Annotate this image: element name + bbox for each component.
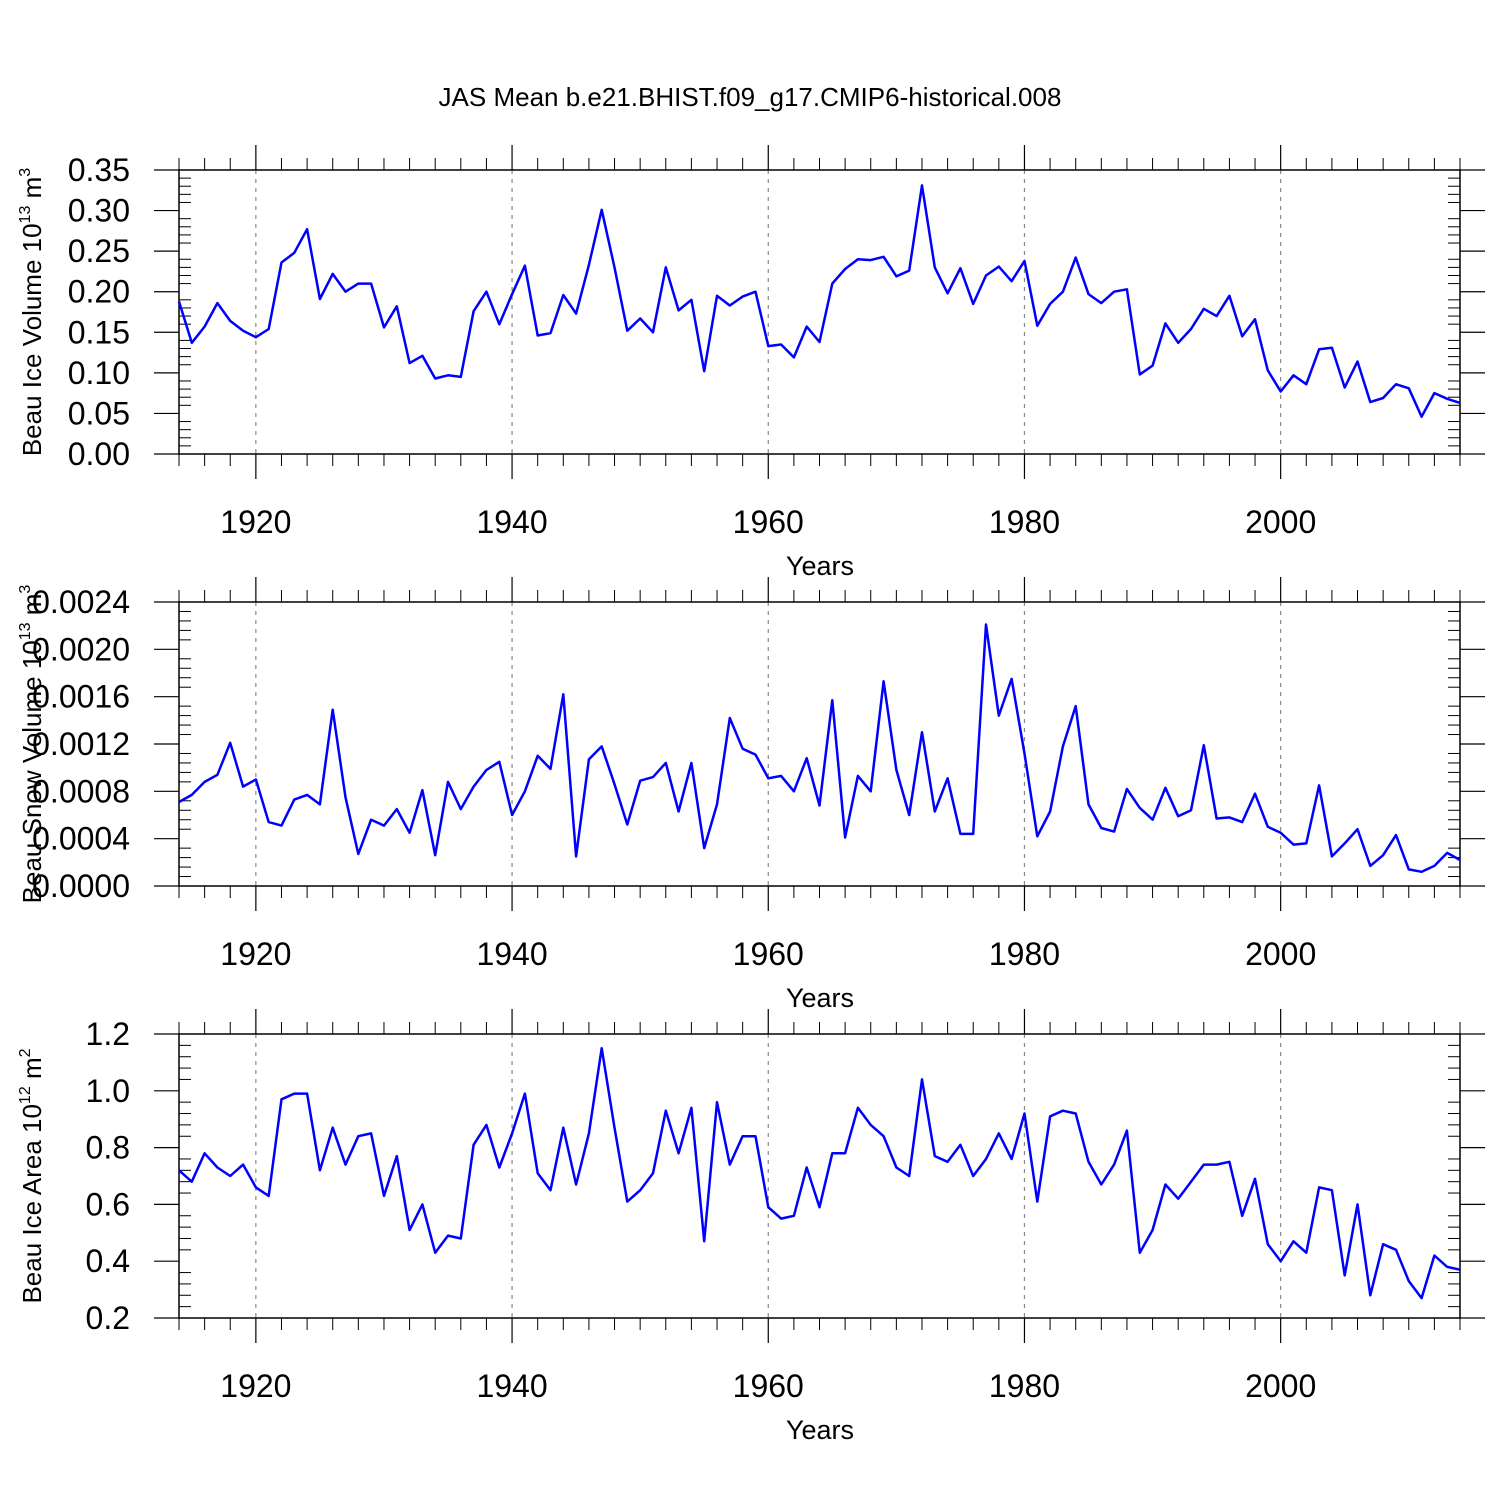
y-tick-label: 0.35 [68,152,130,188]
x-tick-label-2000: 2000 [1245,504,1316,540]
x-tick-label-2000: 2000 [1245,936,1316,972]
plot-frame [178,169,1461,455]
y-tick-label: 0.0012 [32,726,130,762]
x-axis-label: Years [786,1415,854,1445]
x-tick-label-2000: 2000 [1245,1368,1316,1404]
y-tick-label: 0.0020 [32,631,130,667]
plot-frame [178,601,1461,887]
y-tick-label: 0.0008 [32,773,130,809]
y-tick-label: 0.0000 [32,868,130,904]
y-tick-label: 0.20 [68,274,130,310]
x-tick-label-1920: 1920 [220,504,291,540]
plot-frame [178,1033,1461,1319]
x-axis-label: Years [786,983,854,1013]
x-tick-label-1960: 1960 [733,936,804,972]
y-tick-label: 0.6 [86,1186,130,1222]
y-tick-label: 0.15 [68,314,130,350]
y-tick-label: 0.0024 [32,584,130,620]
x-tick-label-1980: 1980 [989,1368,1060,1404]
figure-title: JAS Mean b.e21.BHIST.f09_g17.CMIP6-histo… [439,82,1062,112]
y-axis-label: Beau Ice Area 1012 m2 [17,1048,47,1303]
y-tick-label: 0.8 [86,1130,130,1166]
x-tick-label-1980: 1980 [989,936,1060,972]
y-tick-label: 0.30 [68,193,130,229]
series-line [178,623,1461,874]
x-tick-label-1980: 1980 [989,504,1060,540]
chart-panel-3: 1920 1940 1960 1980 2000 0.2 0.4 0.6 0.8 1.0 1.2 Ye… [17,1009,1485,1445]
y-tick-label: 0.00 [68,436,130,472]
series-line [177,184,1461,418]
y-tick-label: 0.05 [68,395,130,431]
x-tick-label-1920: 1920 [220,1368,291,1404]
y-tick-label: 1.0 [86,1073,130,1109]
x-tick-label-1960: 1960 [733,1368,804,1404]
y-axis-label: Beau Snow Volume 1013 m3 [17,585,47,904]
chart-panel-1: 1920 1940 1960 1980 2000 0.00 0.05 0.10 0.15 0.20… [17,145,1485,581]
x-tick-label-1940: 1940 [476,504,547,540]
y-axis-label: Beau Ice Volume 1013 m3 [17,168,47,456]
y-tick-label: 0.4 [86,1243,130,1279]
y-tick-label: 0.10 [68,355,130,391]
y-tick-label: 0.25 [68,233,130,269]
x-tick-label-1940: 1940 [476,1368,547,1404]
y-tick-label: 0.0016 [32,679,130,715]
x-tick-label-1920: 1920 [220,936,291,972]
x-tick-label-1940: 1940 [476,936,547,972]
y-tick-label: 0.2 [86,1300,130,1336]
y-tick-label: 0.0004 [32,821,130,857]
y-tick-label: 1.2 [86,1016,130,1052]
chart-panel-2: 1920 1940 1960 1980 2000 0.0000 0.0004 0.0008 0.… [17,577,1485,1013]
x-tick-label-1960: 1960 [733,504,804,540]
series-line [178,1046,1461,1300]
x-axis-label: Years [786,551,854,581]
